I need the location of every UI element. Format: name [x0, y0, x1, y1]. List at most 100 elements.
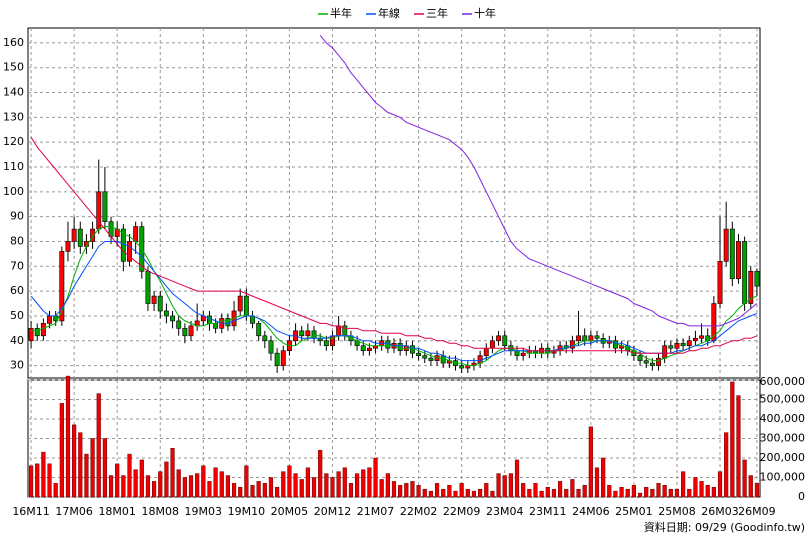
candle-body	[692, 337, 698, 342]
candle-body	[416, 352, 422, 356]
ma-line	[30, 241, 758, 362]
volume-bar	[96, 393, 101, 498]
candle-body	[163, 310, 169, 317]
candle-body	[428, 357, 434, 361]
volume-bar	[478, 488, 483, 498]
volume-bar	[65, 375, 71, 498]
y2-tick-label: 300,000	[760, 432, 806, 445]
volume-bar	[539, 490, 544, 498]
y2-tick-label: 0	[798, 490, 805, 503]
candle-body	[662, 345, 668, 359]
volume-bar	[637, 492, 643, 498]
volume-bar	[336, 471, 341, 498]
volume-bar	[348, 483, 354, 498]
candle-body	[47, 315, 52, 324]
volume-bar	[410, 481, 415, 498]
volume-bar	[324, 473, 329, 498]
volume-bar	[244, 465, 249, 498]
x-tick-label: 16M11	[12, 505, 50, 518]
x-tick-label: 19M10	[228, 505, 266, 518]
volume-bar	[41, 451, 46, 498]
candle-body	[157, 295, 163, 312]
candle-body	[256, 323, 262, 337]
volume-bar	[275, 487, 280, 498]
candle-body	[243, 295, 249, 317]
candle-body	[422, 355, 428, 359]
volume-bar	[385, 473, 390, 498]
footnote: 資料日期: 09/29 (Goodinfo.tw)	[644, 520, 805, 534]
volume-bar	[404, 483, 409, 498]
candle-body	[188, 325, 194, 337]
candle-body	[28, 328, 34, 342]
volume-bar	[318, 449, 323, 498]
y-tick-label: 140	[3, 86, 24, 99]
candle-body	[729, 228, 735, 280]
volume-bar	[570, 479, 575, 498]
candle-body	[65, 241, 71, 252]
candle-body	[410, 345, 415, 354]
candle-body	[656, 357, 661, 366]
y-tick-label: 100	[3, 185, 24, 198]
volume-bar	[53, 483, 58, 498]
volume-bar	[527, 488, 532, 498]
volume-bar	[441, 488, 446, 498]
volume-bar	[582, 485, 587, 498]
candle-body	[742, 241, 748, 304]
candle-body	[151, 295, 157, 304]
candle-body	[311, 330, 317, 339]
volume-bar	[730, 381, 735, 498]
volume-bar	[207, 481, 212, 498]
volume-bar	[35, 463, 40, 498]
candle-body	[520, 352, 526, 356]
candle-body	[717, 261, 723, 304]
x-tick-label: 20M05	[271, 505, 309, 518]
candle-body	[397, 342, 403, 351]
volume-bar	[656, 483, 661, 498]
volume-bar	[496, 473, 501, 498]
candle-body	[34, 328, 40, 337]
volume-bar	[47, 463, 52, 498]
ma-line	[30, 136, 758, 354]
candle-body	[133, 226, 139, 242]
volume-bar	[188, 475, 194, 498]
candle-body	[182, 328, 188, 337]
candle-body	[268, 340, 274, 354]
volume-bar	[84, 453, 89, 498]
y-tick-label: 160	[3, 36, 24, 49]
candle-body	[748, 270, 754, 304]
volume-bar	[219, 471, 224, 498]
candle-body	[170, 315, 176, 322]
candle-body	[674, 342, 680, 349]
candle-body	[59, 251, 65, 322]
volume-bar	[453, 490, 458, 498]
volume-bar	[256, 481, 261, 498]
y-tick-label: 80	[10, 234, 24, 247]
volume-bar	[434, 483, 440, 498]
volume-bar	[521, 483, 526, 498]
candle-body	[754, 270, 760, 287]
volume-bar	[459, 483, 464, 498]
candle-body	[385, 340, 391, 349]
candle-body	[514, 350, 520, 356]
volume-bar	[268, 477, 274, 498]
y2-tick-label: 600,000	[760, 375, 806, 388]
volume-bar	[588, 426, 593, 498]
volume-bar	[674, 488, 680, 498]
candle-body	[649, 362, 655, 366]
candle-body	[262, 335, 268, 342]
candle-body	[127, 241, 132, 262]
candle-body	[176, 320, 182, 329]
volume-bar	[293, 473, 298, 498]
y-tick-label: 70	[10, 259, 24, 272]
candle-body	[90, 228, 96, 242]
volume-bar	[299, 479, 304, 498]
volume-bar	[465, 488, 470, 498]
volume-bar	[551, 488, 557, 498]
volume-bar	[650, 488, 655, 498]
candle-body	[459, 365, 465, 369]
x-tick-label: 22M02	[400, 505, 438, 518]
volume-bar	[533, 483, 538, 498]
candle-body	[489, 340, 495, 349]
candle-body	[77, 228, 83, 247]
